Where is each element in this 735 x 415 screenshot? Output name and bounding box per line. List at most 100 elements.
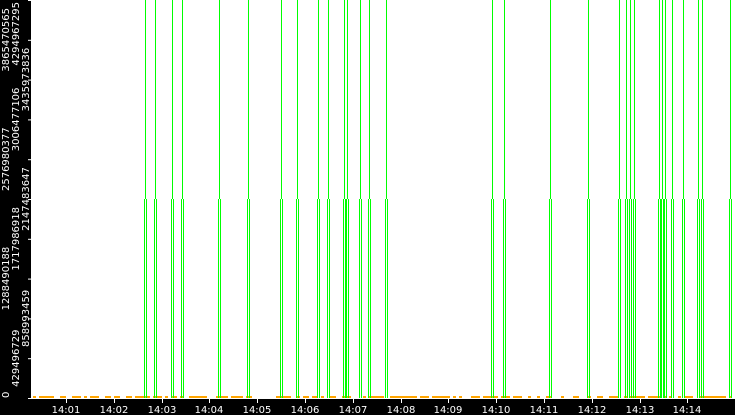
event-marker [697,0,700,398]
baseline-segment [42,396,45,398]
event-marker [346,0,349,398]
baseline-segment [573,396,576,398]
baseline-segment [285,396,288,398]
x-axis-band [0,399,735,415]
event-line-lower-left [343,199,344,398]
baseline-segment [717,396,720,398]
x-tick-label: 14:03 [148,405,177,415]
baseline-segment [399,396,402,398]
event-line-lower-right [673,199,674,398]
event-line-upper [634,0,635,199]
y-tick-label: 0 [1,392,12,398]
baseline-segment [63,396,66,398]
event-line-lower-left [697,199,698,398]
y-tick [28,199,33,200]
event-line-lower-left [280,199,281,398]
baseline-segment [447,396,450,398]
baseline-segment [495,396,498,398]
x-tick-label: 14:05 [243,405,272,415]
event-lines [144,0,732,398]
baseline-segment [234,396,237,398]
event-line-lower-left [671,199,672,398]
event-marker [625,0,628,398]
event-marker [682,0,685,398]
x-tick [496,398,497,403]
event-line-upper [630,0,631,199]
event-line-lower-right [699,199,700,398]
baseline-segment [420,396,423,398]
baseline-segment [222,396,225,398]
event-marker [664,0,667,398]
baseline-segment [126,396,129,398]
event-line-lower-right [345,199,346,398]
baseline-segment [138,396,141,398]
baseline-segment [372,396,375,398]
baseline-segment [444,396,447,398]
baseline-segment [678,396,681,398]
baseline-segment [105,396,108,398]
event-line-lower-right [703,199,704,398]
baseline-segment [33,396,36,398]
event-line-lower-right [684,199,685,398]
event-line-lower-right [635,199,636,398]
event-line-lower-left [661,199,662,398]
baseline-segment [288,396,291,398]
y-tick [28,358,33,360]
event-line-lower-right [631,199,632,398]
baseline-segment [513,396,516,398]
event-line-lower-right [493,199,494,398]
baseline-segment [483,396,486,398]
baseline-segment [537,396,540,398]
event-line-upper [588,0,589,199]
event-line-upper [369,0,370,199]
event-line-lower-right [505,199,506,398]
x-tick [687,398,688,403]
baseline-segment [546,396,549,398]
event-line-upper [297,0,298,199]
baseline-segment [147,396,150,398]
baseline-segment [600,396,603,398]
event-line-lower-right [620,199,621,398]
event-line-upper [665,0,666,199]
event-line-upper [360,0,361,199]
baseline-segment [330,396,333,398]
baseline-segment [363,396,366,398]
event-line-lower-left [625,199,626,398]
event-line-lower-left [729,199,730,398]
baseline-segment [135,396,138,398]
baseline-segment [315,396,318,398]
baseline-segment [633,396,636,398]
x-tick-label: 14:02 [100,405,129,415]
baseline-segment [192,396,195,398]
baseline-segment [348,396,351,398]
event-line-upper [619,0,620,199]
event-line-lower-left [247,199,248,398]
y-tick [28,318,33,320]
y-axis-band [0,0,31,415]
baseline-segment [516,396,519,398]
event-line-lower-left [618,199,619,398]
event-line-lower-right [663,199,664,398]
baseline-segment [723,396,726,398]
y-tick [28,0,33,1]
baseline-segment [381,396,384,398]
baseline-segment [489,396,492,398]
event-line-upper [659,0,660,199]
event-marker [154,0,157,398]
baseline-segment [237,396,240,398]
event-line-upper [347,0,348,199]
event-line-lower-left [317,199,318,398]
event-line-upper [662,0,663,199]
x-tick [401,398,402,403]
y-tick [28,119,33,121]
baseline-segment [519,396,522,398]
baseline-segment [75,396,78,398]
baseline-segment [612,396,615,398]
event-line-lower-left [154,199,155,398]
baseline-segment [282,396,285,398]
baseline-segment [639,396,642,398]
event-line-lower-right [156,199,157,398]
y-tick-label: 3006477106 [11,88,22,152]
